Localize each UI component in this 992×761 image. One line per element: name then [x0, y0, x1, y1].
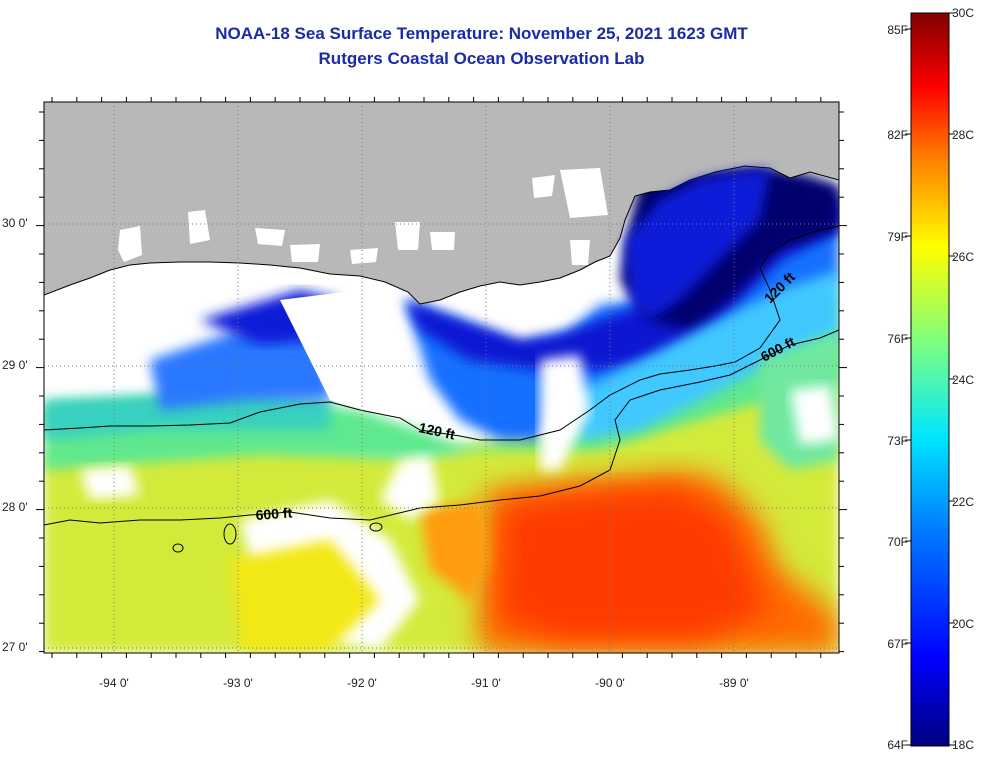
colorbar-label-20c: 20C — [952, 617, 975, 631]
colorbar-label-24c: 24C — [952, 373, 975, 387]
lon-label-91: -91 0' — [471, 676, 501, 690]
lat-label-28: 28 0' — [2, 500, 28, 514]
colorbar-label-70f: 70F — [887, 535, 908, 549]
colorbar-label-26c: 26C — [952, 250, 975, 264]
lon-label-90: -90 0' — [595, 676, 625, 690]
map-subtitle: Rutgers Coastal Ocean Observation Lab — [318, 49, 645, 68]
colorbar-label-30c: 30C — [952, 6, 975, 20]
colorbar-label-67f: 67F — [887, 637, 908, 651]
lon-label-89: -89 0' — [719, 676, 749, 690]
colorbar-label-28c: 28C — [952, 128, 975, 142]
sst-field — [44, 165, 839, 653]
lat-label-27: 27 0' — [2, 640, 28, 654]
lat-label-29: 29 0' — [2, 358, 28, 372]
colorbar-label-76f: 76F — [887, 332, 908, 346]
inland-cloud-patches — [118, 168, 608, 265]
land-mass — [44, 102, 839, 304]
contour-label-120ft-west: 120 ft — [417, 419, 456, 442]
axis-ticks — [36, 97, 847, 658]
graticule — [44, 102, 839, 653]
colorbar-label-79f: 79F — [887, 230, 908, 244]
lon-label-94: -94 0' — [99, 676, 129, 690]
map-title: NOAA-18 Sea Surface Temperature: Novembe… — [215, 24, 748, 43]
bathymetry-contours — [44, 225, 839, 553]
colorbar-label-82f: 82F — [887, 128, 908, 142]
lat-label-30: 30 0' — [2, 216, 28, 230]
colorbar-label-64f: 64F — [887, 738, 908, 752]
coastline — [44, 165, 839, 305]
contour-label-600ft-west: 600 ft — [255, 504, 293, 523]
colorbar-gradient — [910, 12, 950, 747]
colorbar-label-18c: 18C — [952, 738, 975, 752]
map-frame — [43, 101, 840, 654]
colorbar-label-22c: 22C — [952, 495, 975, 509]
colorbar-label-73f: 73F — [887, 434, 908, 448]
colorbar-ticks — [905, 12, 955, 746]
colorbar-label-85f: 85F — [887, 23, 908, 37]
lon-label-93: -93 0' — [223, 676, 253, 690]
lon-label-92: -92 0' — [347, 676, 377, 690]
